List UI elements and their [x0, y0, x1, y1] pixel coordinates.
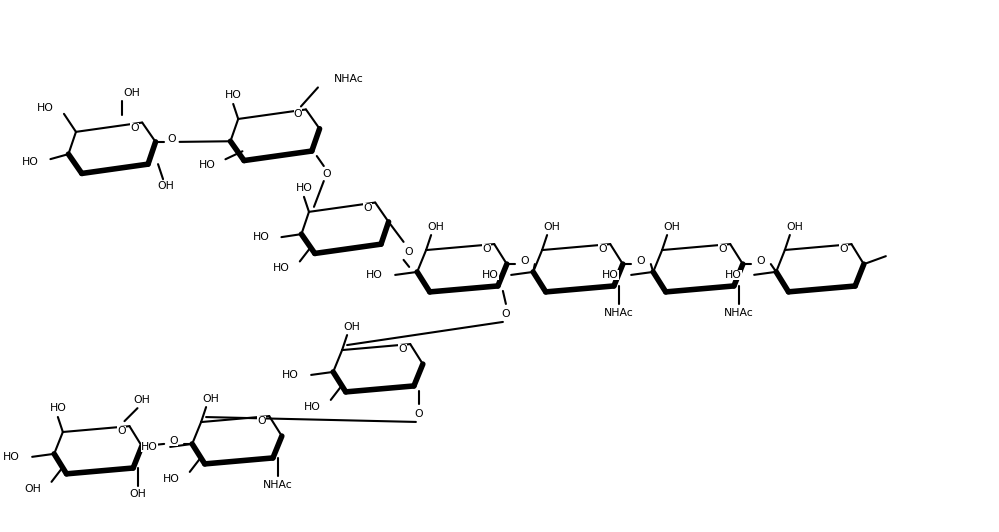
Text: HO: HO [225, 90, 242, 100]
Text: OH: OH [428, 222, 445, 232]
Text: O: O [718, 244, 726, 254]
Text: O: O [415, 409, 424, 419]
Text: OH: OH [543, 222, 560, 232]
Text: HO: HO [37, 103, 54, 113]
Text: O: O [257, 416, 266, 426]
Text: OH: OH [203, 394, 220, 404]
Text: OH: OH [344, 322, 361, 332]
Text: O: O [363, 203, 372, 213]
Text: O: O [130, 122, 139, 132]
Text: O: O [839, 244, 848, 254]
Text: HO: HO [253, 232, 270, 242]
Text: NHAc: NHAc [724, 308, 754, 318]
Text: O: O [405, 247, 413, 257]
Text: OH: OH [124, 88, 141, 97]
Text: OH: OH [25, 484, 42, 494]
Text: HO: HO [483, 270, 500, 280]
Text: O: O [170, 436, 179, 446]
Text: HO: HO [3, 452, 20, 462]
Text: O: O [598, 244, 606, 254]
Text: NHAc: NHAc [604, 308, 633, 318]
Text: NHAc: NHAc [263, 480, 293, 490]
Text: OH: OH [133, 395, 150, 405]
Text: HO: HO [725, 270, 742, 280]
Text: HO: HO [49, 403, 66, 413]
Text: OH: OH [786, 222, 803, 232]
Text: HO: HO [367, 270, 384, 280]
Text: HO: HO [273, 263, 290, 273]
Text: HO: HO [199, 160, 216, 170]
Text: OH: OH [158, 181, 175, 191]
Text: O: O [323, 169, 331, 179]
Text: HO: HO [141, 442, 158, 452]
Text: HO: HO [296, 183, 313, 193]
Text: OH: OH [130, 489, 147, 499]
Text: O: O [636, 256, 645, 266]
Text: O: O [117, 426, 126, 436]
Text: O: O [501, 309, 510, 319]
Text: HO: HO [304, 402, 321, 412]
Text: O: O [167, 134, 176, 144]
Text: HO: HO [602, 270, 619, 280]
Text: HO: HO [283, 370, 299, 380]
Text: O: O [756, 256, 765, 266]
Text: HO: HO [22, 157, 38, 167]
Text: OH: OH [663, 222, 680, 232]
Text: O: O [482, 244, 491, 254]
Text: O: O [520, 256, 529, 266]
Text: O: O [294, 110, 303, 120]
Text: NHAc: NHAc [334, 74, 364, 85]
Text: HO: HO [163, 474, 180, 484]
Text: O: O [398, 344, 407, 354]
